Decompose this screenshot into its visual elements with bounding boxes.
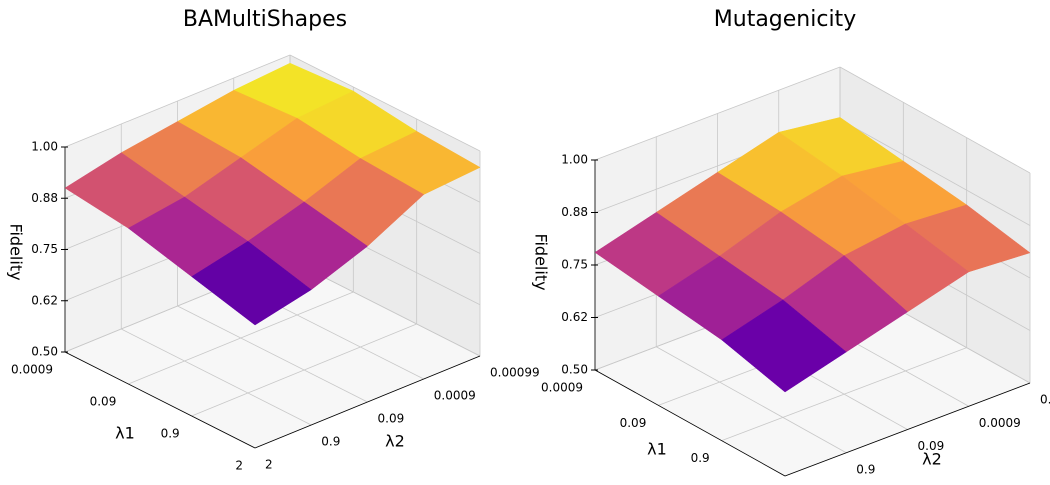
z-tick-label: 0.88 [31, 191, 58, 205]
axis-line [64, 351, 256, 449]
y-axis-label: λ2 [922, 450, 942, 469]
z-tick-label: 1.00 [31, 140, 58, 154]
z-tick-label: 1.00 [561, 153, 588, 167]
z-tick-label: 0.50 [31, 345, 58, 359]
x-tick-label: 0.0009 [11, 363, 53, 377]
x-tick-label: 0.9 [161, 427, 180, 441]
axis-line [594, 369, 786, 477]
y-axis-label: λ2 [385, 432, 405, 451]
z-tick-label: 0.75 [561, 258, 588, 272]
z-tick-label: 0.62 [31, 293, 58, 307]
grid-line [839, 66, 1031, 174]
surface-face [721, 299, 847, 393]
grid-line [177, 305, 368, 403]
y-tick-label: 0.9 [856, 462, 875, 476]
y-tick-label: 0.9 [321, 435, 340, 449]
z-tick-label: 0.62 [561, 310, 588, 324]
grid-line [656, 346, 847, 454]
z-axis-label: Fidelity [7, 223, 26, 280]
y-tick-label: 0.09 [918, 439, 945, 453]
x-tick-label: 0.0009 [541, 381, 583, 395]
chart-title: BAMultiShapes [183, 7, 347, 32]
x-axis-label: λ1 [647, 440, 667, 459]
axis-line [784, 382, 1031, 477]
z-tick-label: 0.75 [31, 242, 58, 256]
grid-line [839, 119, 1031, 226]
y-tick-label: 2 [265, 458, 273, 472]
y-tick-label: 0.0009 [434, 389, 476, 403]
y-tick-label: 0.00099 [490, 366, 540, 380]
x-tick-label: 0.09 [90, 395, 117, 409]
z-tick-label: 0.88 [561, 205, 588, 219]
x-axis-label: λ1 [115, 424, 135, 443]
x-tick-label: 0.9 [691, 451, 710, 465]
chart-title: Mutagenicity [714, 7, 856, 32]
axis-line [254, 355, 481, 449]
surface-face [191, 240, 312, 326]
z-tick-label: 0.50 [561, 363, 588, 377]
y-tick-label: 0.00099 [1040, 393, 1050, 407]
z-axis-label: Fidelity [532, 233, 551, 290]
x-tick-label: 0.09 [620, 416, 647, 430]
grid-line [289, 54, 481, 152]
grid-line [121, 328, 312, 426]
y-tick-label: 0.09 [378, 412, 405, 426]
y-tick-label: 0.0009 [979, 416, 1021, 430]
x-tick-label: 2 [235, 459, 243, 473]
